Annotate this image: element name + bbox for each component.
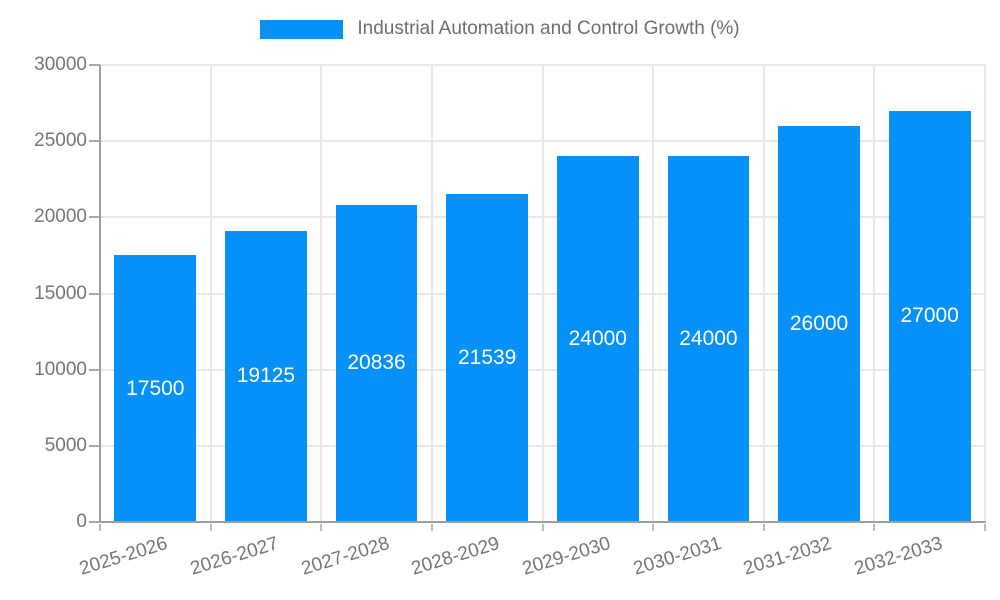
x-grid-line [209, 65, 212, 522]
x-tick-mark [320, 524, 323, 531]
x-tick-label: 2025-2026 [77, 533, 171, 580]
plot-area: 17500 19125 20836 21539 24000 24000 26000 27000 [100, 64, 986, 522]
bar[interactable]: 27000 [888, 110, 971, 522]
x-grid-line [762, 65, 765, 522]
x-tick-mark [762, 524, 765, 531]
bar[interactable]: 20836 [335, 204, 418, 522]
x-grid-line [984, 65, 986, 522]
bar-value-label: 24000 [679, 327, 738, 351]
x-tick-label: 2028-2029 [409, 533, 503, 580]
x-tick-label: 2030-2031 [630, 533, 724, 580]
bar[interactable]: 17500 [114, 255, 197, 522]
legend-label: Industrial Automation and Control Growth… [357, 18, 740, 39]
x-grid-line [873, 65, 876, 522]
x-axis-line [99, 521, 986, 523]
y-tick-label: 30000 [34, 54, 87, 75]
y-tick-mark [89, 292, 100, 295]
x-tick-mark [541, 524, 544, 531]
chart-legend[interactable]: Industrial Automation and Control Growth… [0, 18, 1000, 40]
y-tick-label: 0 [76, 511, 87, 532]
y-tick-mark [89, 216, 100, 219]
x-tick-mark [99, 524, 101, 531]
bar-value-label: 19125 [236, 364, 296, 388]
legend-swatch [260, 19, 344, 39]
x-tick-label: 2026-2027 [188, 533, 282, 580]
bar-value-label: 21539 [457, 345, 517, 369]
bar-value-label: 17500 [126, 376, 185, 400]
x-tick-mark [209, 524, 212, 531]
x-tick-label: 2031-2032 [741, 533, 835, 580]
x-tick-mark [984, 524, 986, 531]
bar[interactable]: 26000 [778, 125, 860, 522]
x-tick-mark [873, 524, 876, 531]
bar[interactable]: 24000 [556, 156, 639, 522]
x-tick-mark [430, 524, 433, 531]
x-grid-line [541, 65, 544, 522]
bar[interactable]: 19125 [225, 230, 307, 522]
bar[interactable]: 24000 [667, 156, 750, 522]
x-grid-line [320, 65, 323, 522]
x-grid-line [430, 65, 433, 522]
y-axis-line [99, 65, 101, 523]
bar[interactable]: 21539 [446, 193, 529, 522]
y-tick-mark [89, 64, 100, 66]
y-tick-label: 20000 [34, 206, 87, 228]
y-tick-label: 10000 [34, 358, 87, 380]
x-tick-label: 2029-2030 [519, 533, 613, 580]
x-grid-line [652, 65, 655, 522]
y-tick-mark [89, 521, 100, 523]
bar-value-label: 26000 [789, 311, 849, 335]
y-tick-mark [89, 368, 100, 371]
y-tick-label: 5000 [44, 434, 87, 456]
x-tick-label: 2027-2028 [298, 533, 392, 580]
bar-value-label: 27000 [900, 304, 959, 328]
y-tick-label: 15000 [34, 282, 87, 304]
x-tick-mark [652, 524, 655, 531]
bar-value-label: 20836 [347, 351, 406, 375]
y-tick-mark [89, 444, 100, 447]
bar-value-label: 24000 [568, 327, 627, 351]
x-tick-label: 2032-2033 [851, 533, 945, 580]
y-tick-label: 25000 [34, 130, 87, 152]
y-tick-mark [89, 140, 100, 143]
